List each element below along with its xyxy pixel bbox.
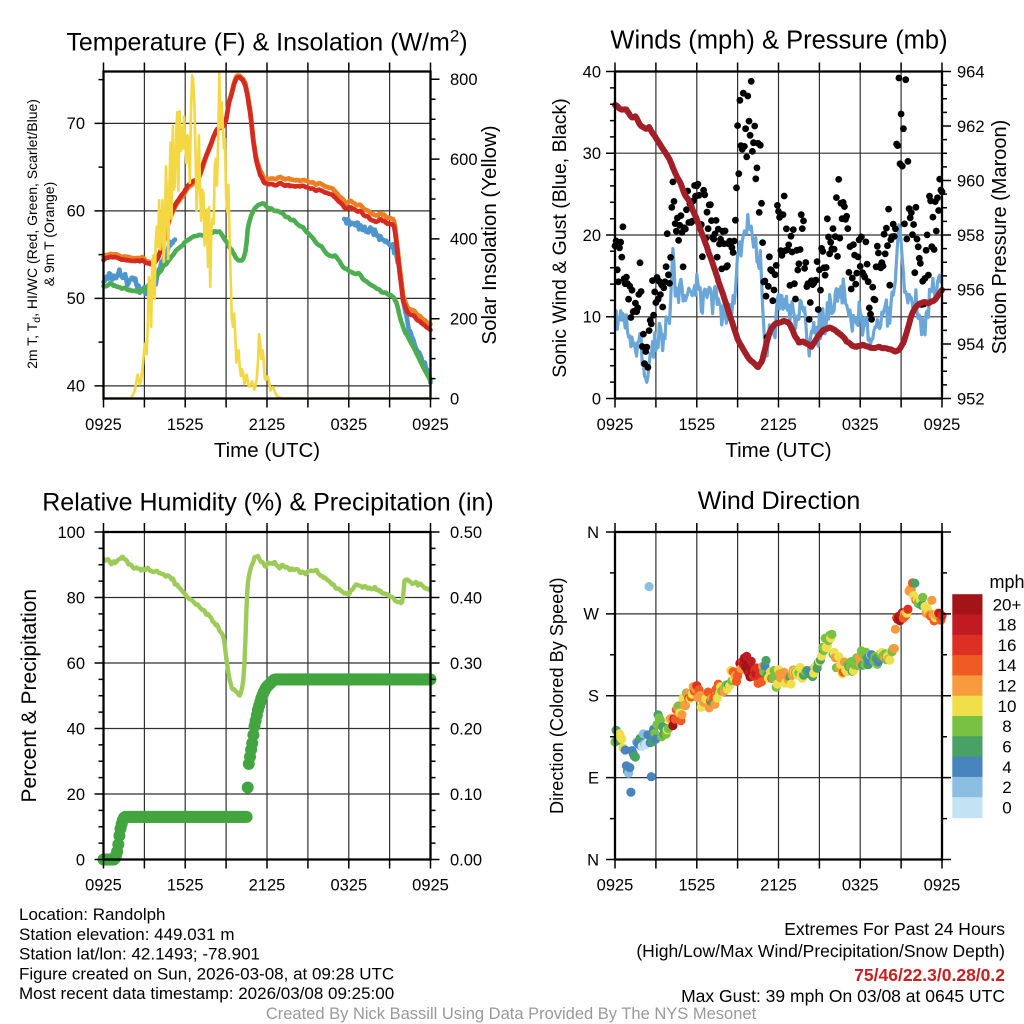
svg-text:40: 40 bbox=[583, 63, 601, 81]
svg-text:18: 18 bbox=[998, 616, 1017, 635]
svg-text:Direction (Colored By Speed): Direction (Colored By Speed) bbox=[547, 577, 567, 814]
svg-text:Station Pressure (Maroon): Station Pressure (Maroon) bbox=[989, 120, 1011, 355]
svg-text:0: 0 bbox=[1002, 798, 1011, 817]
svg-text:0: 0 bbox=[450, 390, 459, 408]
svg-text:0925: 0925 bbox=[412, 877, 449, 895]
svg-text:N: N bbox=[587, 851, 599, 869]
svg-text:1525: 1525 bbox=[167, 877, 204, 895]
svg-text:12: 12 bbox=[998, 677, 1017, 696]
svg-text:Wind Direction: Wind Direction bbox=[698, 487, 861, 515]
svg-text:8: 8 bbox=[1002, 717, 1011, 736]
svg-text:1525: 1525 bbox=[678, 877, 715, 895]
svg-text:954: 954 bbox=[957, 336, 985, 354]
svg-text:2125: 2125 bbox=[249, 416, 286, 434]
svg-text:600: 600 bbox=[450, 151, 478, 169]
svg-text:Location: Randolph: Location: Randolph bbox=[19, 905, 166, 924]
svg-text:2m T, Td, HI/WC (Red, Green, S: 2m T, Td, HI/WC (Red, Green, Scarlet/Blu… bbox=[24, 99, 43, 369]
svg-text:200: 200 bbox=[450, 311, 478, 329]
svg-text:1525: 1525 bbox=[167, 416, 204, 434]
svg-text:mph: mph bbox=[989, 572, 1024, 592]
svg-text:& 9m T (Orange): & 9m T (Orange) bbox=[41, 182, 57, 287]
svg-text:964: 964 bbox=[957, 63, 985, 81]
svg-text:0325: 0325 bbox=[330, 416, 367, 434]
svg-text:2125: 2125 bbox=[249, 877, 286, 895]
svg-text:0925: 0925 bbox=[85, 416, 122, 434]
svg-text:0.00: 0.00 bbox=[450, 851, 482, 869]
svg-text:40: 40 bbox=[67, 378, 85, 396]
svg-text:958: 958 bbox=[957, 227, 985, 245]
svg-text:Percent & Precipitation: Percent & Precipitation bbox=[18, 589, 41, 803]
svg-text:10: 10 bbox=[998, 697, 1017, 716]
svg-text:10: 10 bbox=[583, 309, 601, 327]
svg-text:16: 16 bbox=[998, 636, 1017, 655]
svg-text:S: S bbox=[588, 688, 599, 706]
svg-text:400: 400 bbox=[450, 231, 478, 249]
svg-text:0325: 0325 bbox=[842, 877, 879, 895]
svg-text:40: 40 bbox=[67, 720, 85, 738]
svg-text:Sonic Wind & Gust (Blue, Black: Sonic Wind & Gust (Blue, Black) bbox=[549, 98, 571, 378]
svg-text:0925: 0925 bbox=[924, 416, 961, 434]
svg-text:962: 962 bbox=[957, 118, 985, 136]
svg-text:W: W bbox=[583, 606, 599, 624]
svg-text:0925: 0925 bbox=[597, 877, 634, 895]
svg-text:Winds (mph) & Pressure (mb): Winds (mph) & Pressure (mb) bbox=[610, 27, 947, 55]
svg-text:6: 6 bbox=[1002, 738, 1011, 757]
svg-text:Figure created on Sun, 2026-03: Figure created on Sun, 2026-03-08, at 09… bbox=[19, 964, 394, 983]
svg-text:Relative Humidity (%) & Precip: Relative Humidity (%) & Precipitation (i… bbox=[42, 489, 494, 517]
svg-text:Max Gust: 39 mph On 03/08 at 0: Max Gust: 39 mph On 03/08 at 0645 UTC bbox=[681, 986, 1005, 1006]
svg-text:0925: 0925 bbox=[924, 877, 961, 895]
svg-text:60: 60 bbox=[67, 203, 85, 221]
svg-text:0325: 0325 bbox=[842, 416, 879, 434]
svg-text:Time (UTC): Time (UTC) bbox=[214, 439, 320, 462]
svg-text:Temperature (F) & Insolation (: Temperature (F) & Insolation (W/m2) bbox=[66, 27, 467, 57]
svg-text:20+: 20+ bbox=[993, 595, 1022, 614]
svg-text:1525: 1525 bbox=[678, 416, 715, 434]
svg-text:50: 50 bbox=[67, 290, 85, 308]
svg-text:800: 800 bbox=[450, 71, 478, 89]
svg-text:2125: 2125 bbox=[760, 416, 797, 434]
svg-text:0325: 0325 bbox=[330, 877, 367, 895]
svg-text:Solar Insolation (Yellow): Solar Insolation (Yellow) bbox=[478, 125, 501, 344]
svg-text:0925: 0925 bbox=[85, 877, 122, 895]
svg-text:60: 60 bbox=[67, 655, 85, 673]
svg-text:20: 20 bbox=[583, 227, 601, 245]
svg-text:N: N bbox=[587, 524, 599, 542]
svg-text:30: 30 bbox=[583, 145, 601, 163]
svg-text:70: 70 bbox=[67, 115, 85, 133]
svg-text:Station lat/lon: 42.1493; -78.: Station lat/lon: 42.1493; -78.901 bbox=[19, 945, 260, 964]
svg-text:0.10: 0.10 bbox=[450, 786, 482, 804]
svg-text:0: 0 bbox=[76, 851, 85, 869]
svg-text:956: 956 bbox=[957, 281, 985, 299]
svg-text:Time (UTC): Time (UTC) bbox=[725, 439, 831, 462]
svg-text:0.30: 0.30 bbox=[450, 655, 482, 673]
svg-text:2: 2 bbox=[1002, 778, 1011, 797]
svg-text:Extremes For Past 24 Hours: Extremes For Past 24 Hours bbox=[784, 919, 1005, 939]
svg-text:0.40: 0.40 bbox=[450, 589, 482, 607]
svg-text:0.50: 0.50 bbox=[450, 524, 482, 542]
svg-text:Created By Nick Bassill Using: Created By Nick Bassill Using Data Provi… bbox=[266, 1005, 757, 1023]
svg-text:4: 4 bbox=[1002, 758, 1011, 777]
svg-text:960: 960 bbox=[957, 172, 985, 190]
svg-text:0925: 0925 bbox=[597, 416, 634, 434]
svg-text:Station elevation: 449.031 m: Station elevation: 449.031 m bbox=[19, 925, 234, 944]
svg-text:80: 80 bbox=[67, 589, 85, 607]
svg-text:952: 952 bbox=[957, 390, 985, 408]
svg-text:0925: 0925 bbox=[412, 416, 449, 434]
svg-text:20: 20 bbox=[67, 786, 85, 804]
svg-text:0: 0 bbox=[592, 390, 601, 408]
svg-text:(High/Low/Max Wind/Precipitati: (High/Low/Max Wind/Precipitation/Snow De… bbox=[636, 941, 1005, 961]
svg-text:100: 100 bbox=[57, 524, 85, 542]
svg-text:2125: 2125 bbox=[760, 877, 797, 895]
svg-text:Most recent data timestamp: 20: Most recent data timestamp: 2026/03/08 0… bbox=[19, 984, 394, 1003]
svg-text:14: 14 bbox=[998, 656, 1017, 675]
svg-text:75/46/22.3/0.28/0.2: 75/46/22.3/0.28/0.2 bbox=[854, 965, 1005, 985]
svg-text:0.20: 0.20 bbox=[450, 720, 482, 738]
svg-text:E: E bbox=[588, 769, 599, 787]
